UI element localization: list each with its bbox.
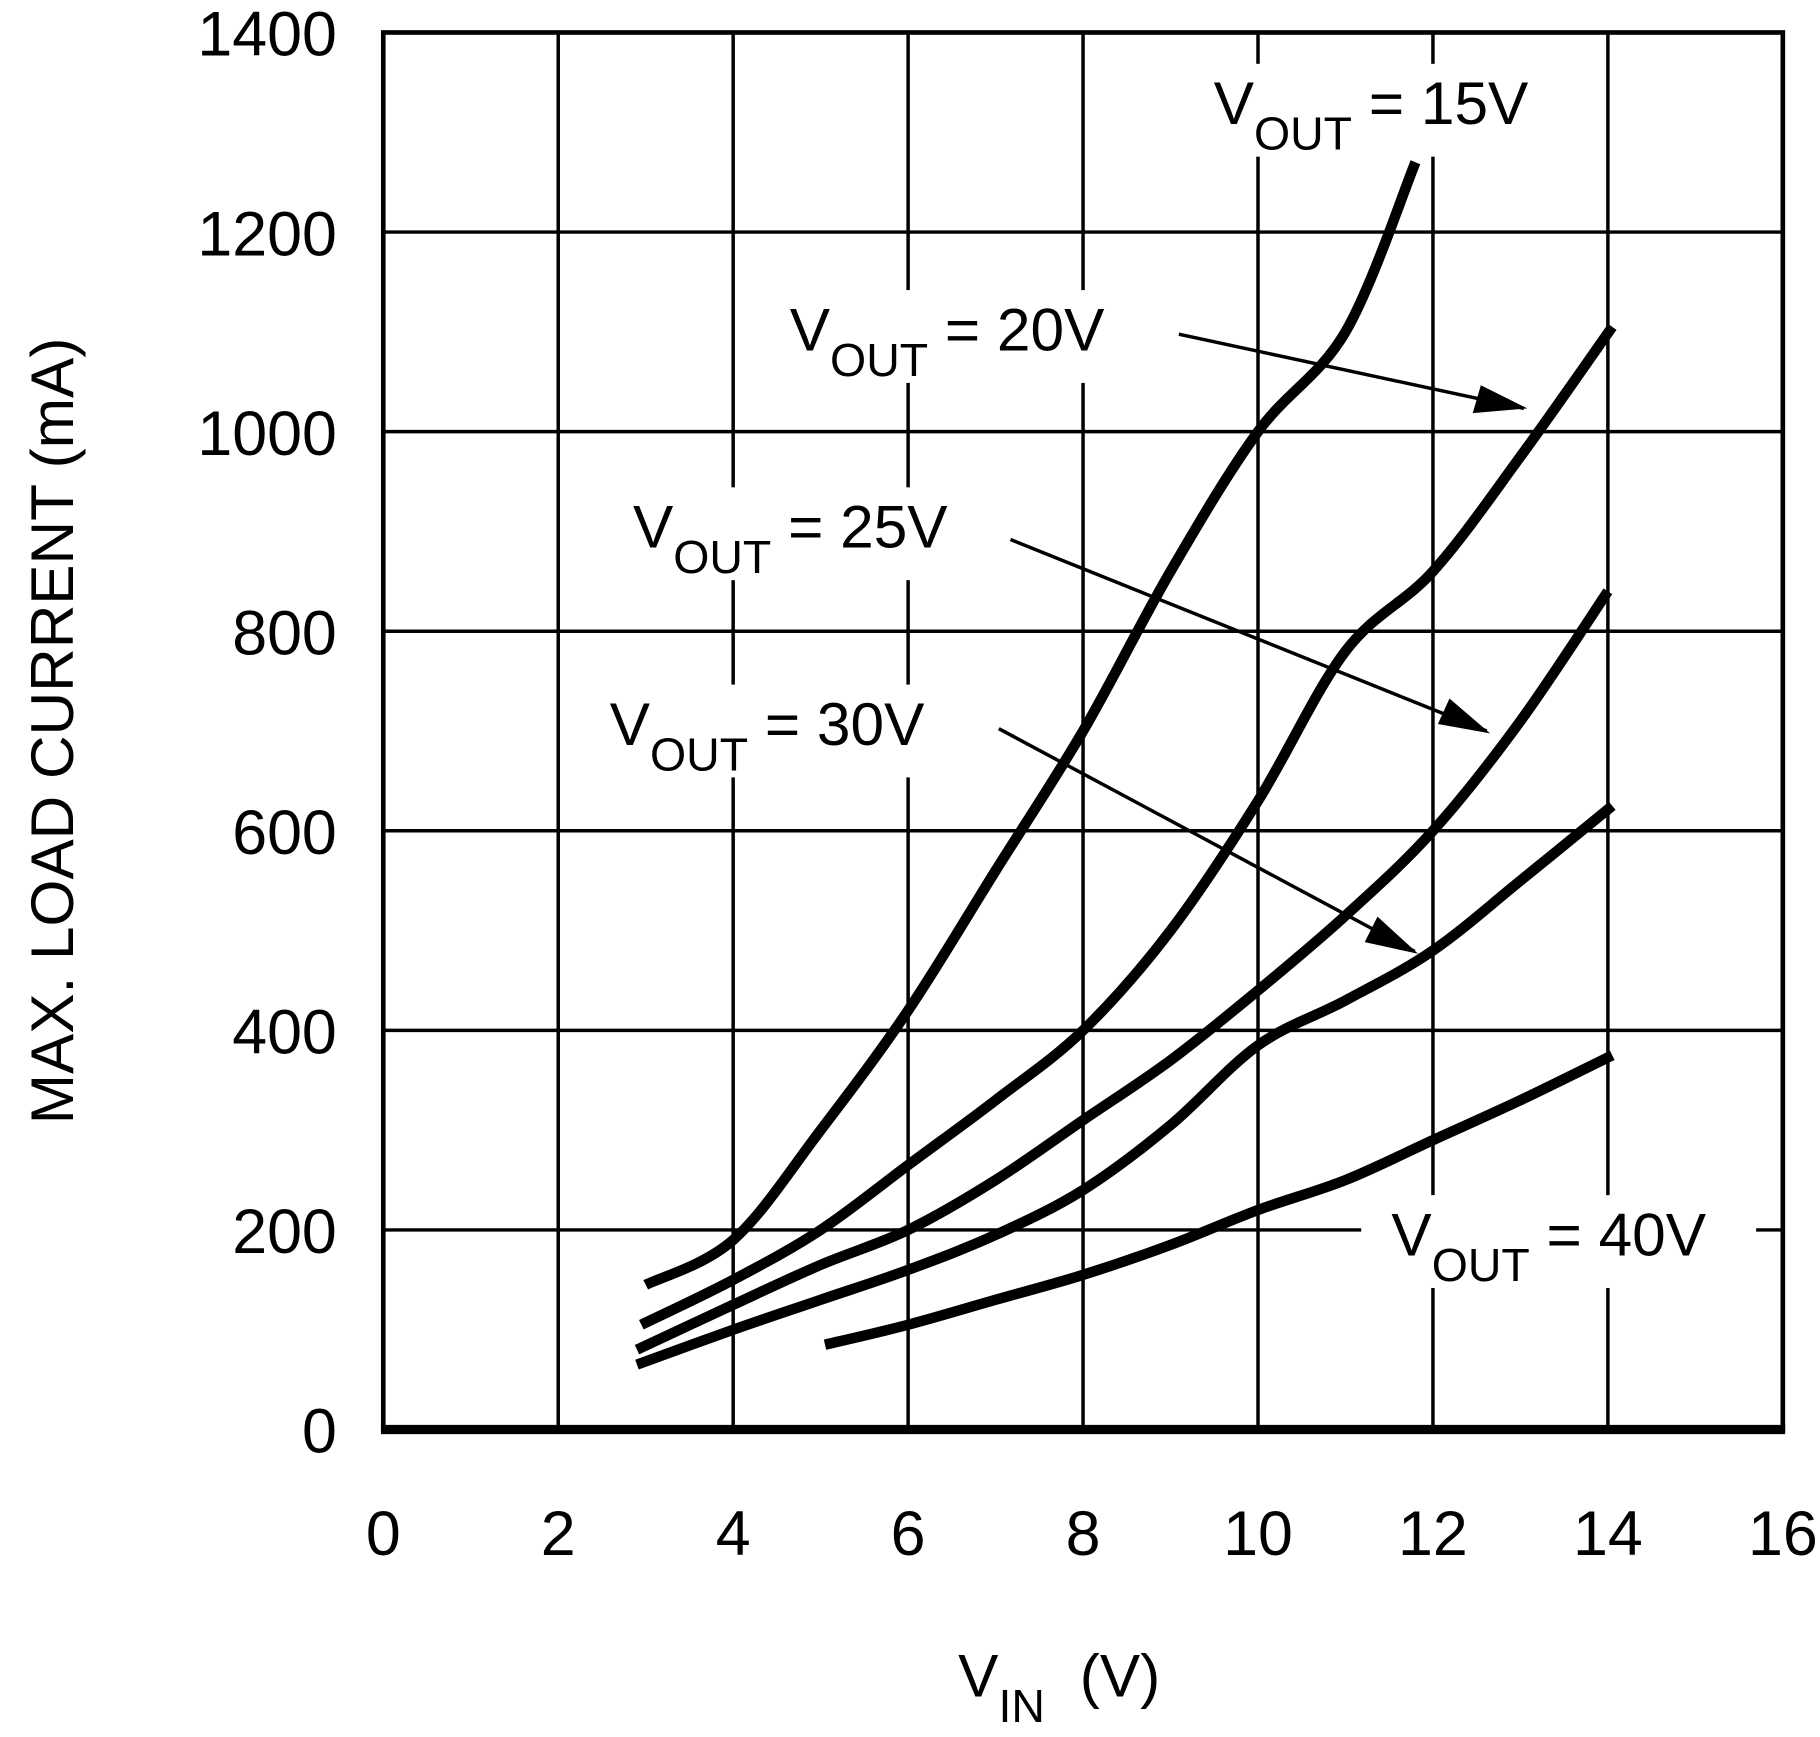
svg-text:VOUT = 25V: VOUT = 25V: [633, 493, 948, 583]
x-tick-label: 10: [1223, 1499, 1293, 1569]
series-line-25v: [634, 588, 1613, 1355]
svg-text:VOUT = 40V: VOUT = 40V: [1391, 1200, 1706, 1290]
y-axis-label: MAX. LOAD CURRENT (mA): [18, 338, 86, 1125]
arrow-vout-30: [998, 727, 1419, 954]
label-vout-15: VOUT = 15V: [1202, 63, 1574, 160]
x-tick-label: 8: [1066, 1499, 1101, 1569]
svg-text:VOUT = 30V: VOUT = 30V: [610, 690, 925, 780]
y-tick-label: 1400: [197, 0, 336, 70]
x-axis-label: VIN (V): [958, 1641, 1160, 1731]
x-tick-label: 0: [366, 1499, 401, 1569]
y-tick-label: 200: [232, 1197, 337, 1267]
series-line-30v: [635, 801, 1616, 1370]
tick-labels: 0 2 4 6 8 10 12 14 16 0 200 400 600 800 1000 1200 1400: [197, 0, 1817, 1569]
svg-text:VOUT = 20V: VOUT = 20V: [790, 295, 1105, 385]
arrow-vout-20: [1178, 332, 1528, 414]
x-tick-label: 6: [891, 1499, 926, 1569]
x-tick-label: 14: [1573, 1499, 1643, 1569]
arrow-vout-25: [1009, 537, 1491, 734]
series-line-20v: [639, 323, 1617, 1330]
series-line-40v: [823, 1050, 1615, 1350]
y-tick-label: 0: [302, 1397, 337, 1467]
series-line-15v: [643, 160, 1421, 1290]
label-vout-30: VOUT = 30V: [598, 684, 982, 780]
y-tick-label: 400: [232, 998, 337, 1068]
y-tick-label: 1000: [197, 399, 336, 469]
y-tick-label: 800: [232, 598, 337, 668]
x-tick-label: 12: [1398, 1499, 1468, 1569]
label-vout-20: VOUT = 20V: [778, 290, 1162, 386]
y-tick-label: 1200: [197, 199, 336, 269]
y-tick-label: 600: [232, 798, 337, 868]
grid: [383, 32, 1783, 1430]
label-vout-25: VOUT = 25V: [621, 487, 999, 583]
x-tick-label: 4: [716, 1499, 751, 1569]
svg-text:VOUT = 15V: VOUT = 15V: [1214, 69, 1529, 159]
x-tick-label: 2: [541, 1499, 576, 1569]
x-tick-label: 16: [1748, 1499, 1818, 1569]
label-vout-40: VOUT = 40V: [1361, 1195, 1757, 1291]
curves: [634, 160, 1617, 1370]
